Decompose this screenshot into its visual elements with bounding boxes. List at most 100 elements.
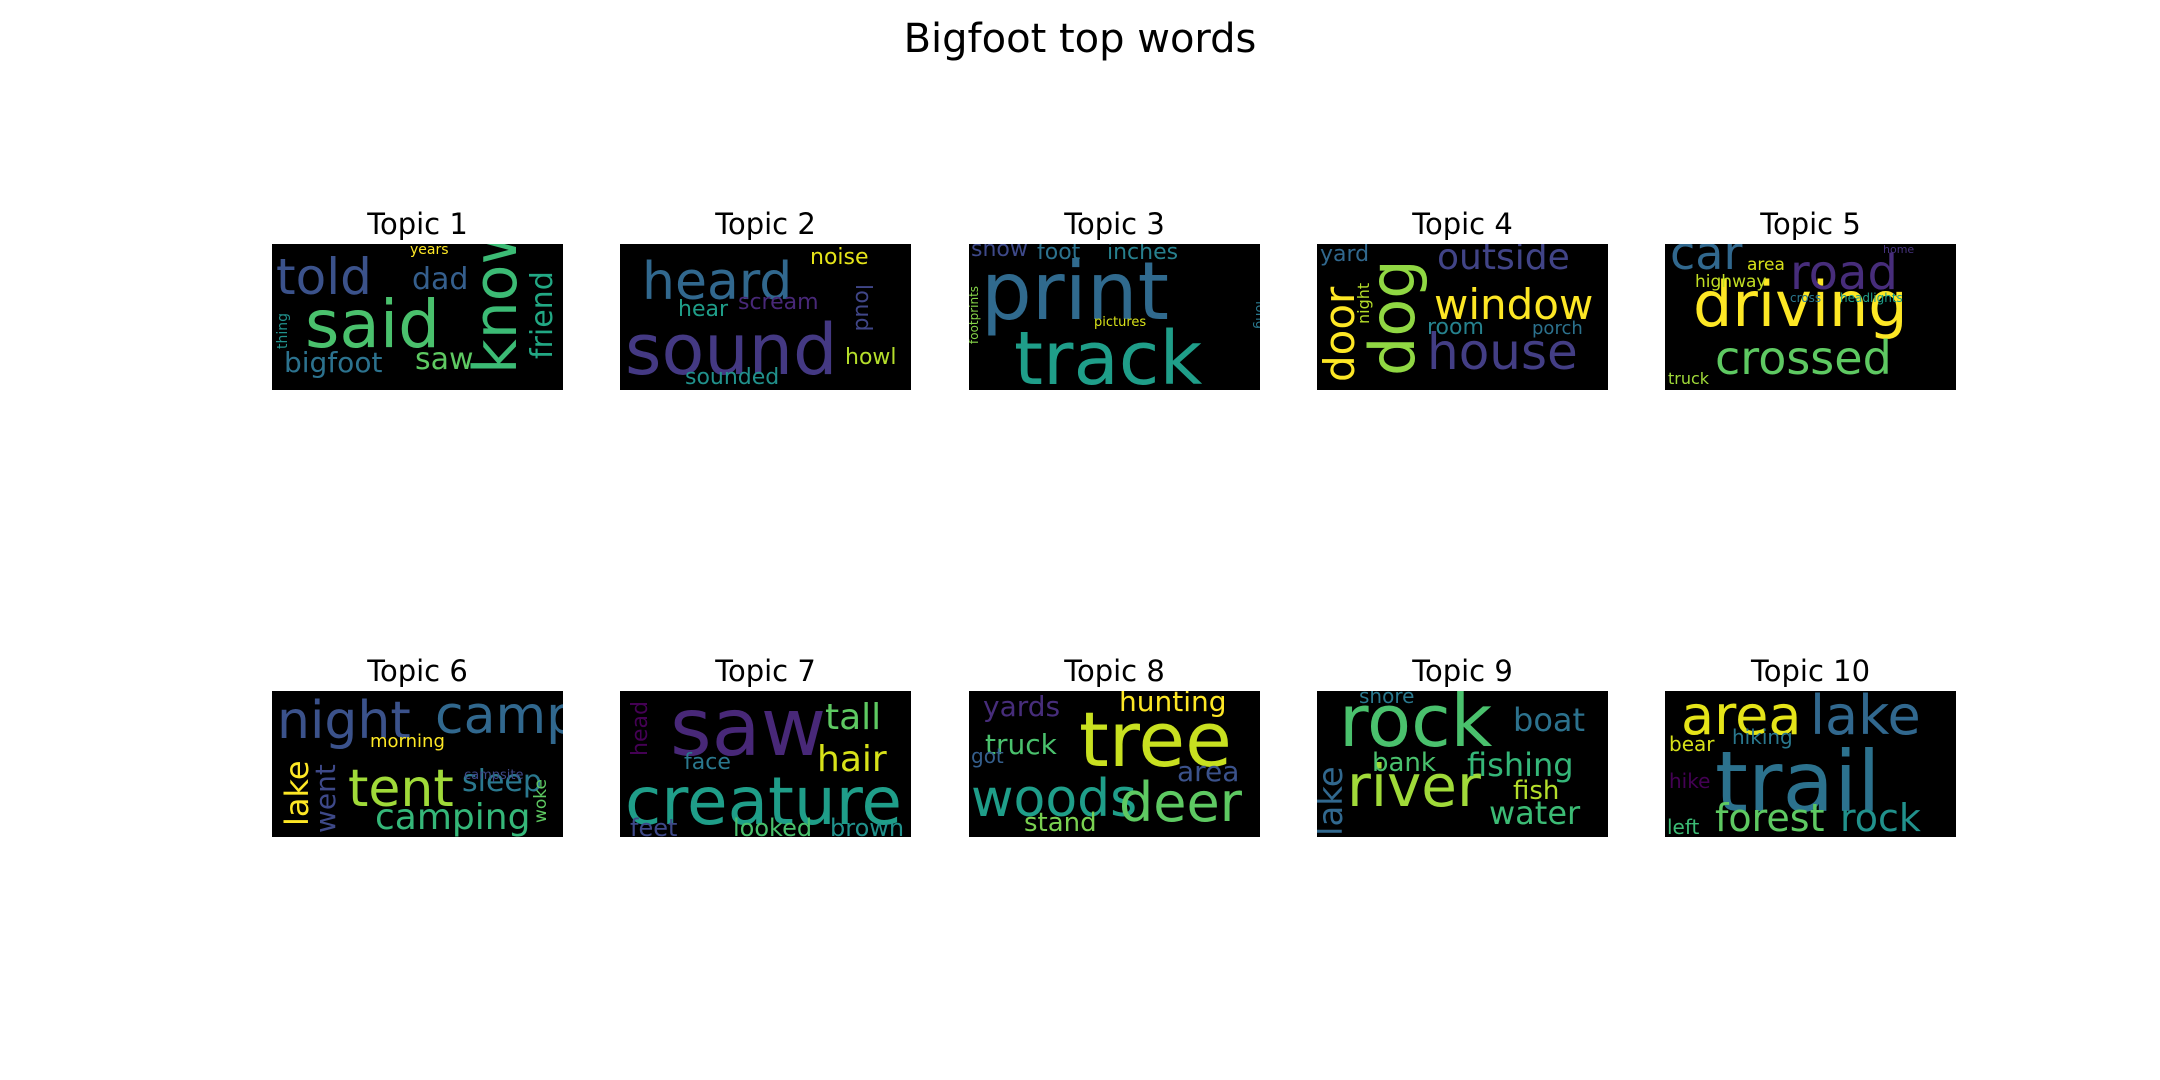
cloud-word: sounded <box>685 365 779 390</box>
topic-title: Topic 2 <box>715 207 816 241</box>
cloud-word: told <box>276 248 372 306</box>
cloud-word: house <box>1427 323 1578 381</box>
cloud-word: campsite <box>464 768 524 783</box>
cloud-word: cross <box>1790 291 1821 305</box>
cloud-word: woods <box>971 769 1137 829</box>
cloud-word: dad <box>412 262 468 297</box>
cloud-word: hike <box>1669 769 1710 793</box>
topic-title: Topic 1 <box>367 207 468 241</box>
cloud-word: years <box>410 244 449 258</box>
cloud-word: crossed <box>1715 331 1892 385</box>
word-cloud: print track snow foot inches footprints pictur… <box>969 244 1260 390</box>
topic-title: Topic 4 <box>1412 207 1513 241</box>
cloud-word: fish <box>1513 776 1559 806</box>
cloud-word: hiking <box>1732 725 1793 749</box>
cloud-word: saw <box>670 691 826 774</box>
cloud-word: bear <box>1669 732 1715 756</box>
cloud-word: area <box>1177 755 1239 788</box>
cloud-word: lake <box>1810 691 1921 747</box>
cloud-word: area <box>1747 255 1785 275</box>
cloud-word: yards <box>983 691 1060 723</box>
cloud-word: morning <box>370 731 445 752</box>
cloud-word: tree <box>1079 695 1232 784</box>
word-cloud: driving crossed road car area highway truck cro… <box>1665 244 1956 390</box>
cloud-word: woke <box>531 779 551 823</box>
topic-title: Topic 7 <box>715 654 816 688</box>
cloud-word: room <box>1427 315 1484 340</box>
cloud-word: snow <box>971 244 1028 262</box>
cloud-word: scream <box>738 290 819 315</box>
cloud-word: car <box>1670 244 1742 280</box>
cloud-word: outside <box>1437 244 1570 278</box>
cloud-word: sleep <box>462 764 542 799</box>
cloud-word: left <box>1667 815 1700 837</box>
cloud-word: shore <box>1359 691 1414 708</box>
topic-title: Topic 10 <box>1750 654 1871 688</box>
cloud-word: night <box>277 691 411 751</box>
cloud-word: face <box>684 750 731 775</box>
topic-title: Topic 9 <box>1412 654 1513 688</box>
cloud-word: forest <box>1715 796 1825 837</box>
cloud-word: brown <box>830 814 904 837</box>
cloud-word: rock <box>1840 796 1921 837</box>
figure-title: Bigfoot top words <box>903 16 1257 62</box>
cloud-word: truck <box>1668 369 1710 388</box>
cloud-word: feet <box>630 814 677 837</box>
cloud-word: lake <box>278 760 316 826</box>
cloud-word: camp <box>435 691 563 746</box>
cloud-word: loud <box>850 284 875 331</box>
cloud-word: went <box>309 764 342 833</box>
topic-title: Topic 6 <box>367 654 468 688</box>
word-cloud: rock river boat fishing water fish bank lake sho… <box>1317 691 1608 837</box>
cloud-word: footprints <box>969 286 981 344</box>
cloud-word: head <box>628 701 653 756</box>
cloud-word: hear <box>678 297 729 322</box>
cloud-word: looked <box>733 814 812 837</box>
cloud-word: foot <box>1037 244 1081 265</box>
cloud-word: night <box>1354 283 1373 324</box>
cloud-word: yard <box>1320 244 1369 267</box>
cloud-word: said <box>305 286 440 363</box>
topic-title: Topic 8 <box>1064 654 1165 688</box>
cloud-word: river <box>1347 752 1481 820</box>
cloud-word: tent <box>348 759 454 819</box>
word-cloud: dog window house outside door yard night room po… <box>1317 244 1608 390</box>
cloud-word: road <box>1790 245 1898 301</box>
cloud-word: lake <box>1317 766 1351 836</box>
cloud-word: area <box>1681 691 1801 747</box>
cloud-word: noise <box>810 245 869 270</box>
cloud-word: howl <box>845 345 897 370</box>
cloud-word: door <box>1317 286 1364 382</box>
cloud-word: inches <box>1107 244 1178 265</box>
cloud-word: truck <box>985 728 1058 761</box>
cloud-word: got <box>971 744 1004 768</box>
word-cloud: said told know dad bigfoot saw friend thing year… <box>272 244 563 390</box>
cloud-word: tall <box>825 697 881 738</box>
cloud-word: trail <box>1715 733 1881 831</box>
word-cloud: saw creature tall hair face head feet looked bro… <box>620 691 911 837</box>
cloud-word: heard <box>642 252 792 312</box>
cloud-word: track <box>1014 316 1202 390</box>
cloud-word: window <box>1434 280 1593 329</box>
cloud-word: know <box>461 244 531 374</box>
topic-title: Topic 5 <box>1760 207 1861 241</box>
cloud-word: boat <box>1513 701 1585 739</box>
cloud-word: porch <box>1532 318 1583 339</box>
cloud-word: saw <box>415 342 474 377</box>
cloud-word: fishing <box>1467 746 1574 784</box>
cloud-word: hair <box>817 739 887 780</box>
word-cloud: trail area lake forest rock bear hiking hike lef… <box>1665 691 1956 837</box>
cloud-word: bigfoot <box>284 346 382 379</box>
cloud-word: print <box>981 245 1169 338</box>
cloud-word: dog <box>1356 259 1429 376</box>
word-cloud: sound heard noise scream hear loud howl sounded <box>620 244 911 390</box>
cloud-word: headlights <box>1840 291 1903 305</box>
